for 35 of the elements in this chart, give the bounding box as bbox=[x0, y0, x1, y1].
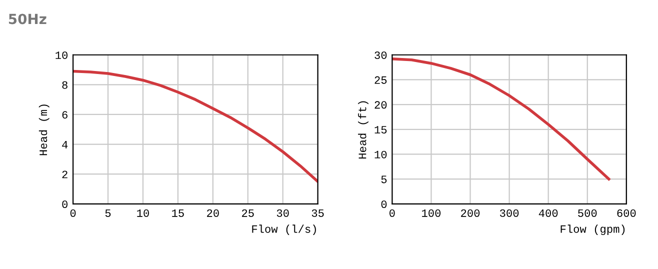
line-series bbox=[73, 70, 318, 183]
y-axis-title: Head (m) bbox=[38, 104, 50, 156]
x-axis-title: Flow (l/s) bbox=[252, 224, 316, 236]
x-tick-label: 0 bbox=[70, 209, 76, 217]
y-tick-label: 4 bbox=[62, 141, 68, 148]
x-tick-label: 500 bbox=[578, 209, 597, 217]
x-tick-label: 5 bbox=[105, 209, 111, 217]
y-tick-label: 15 bbox=[374, 126, 387, 134]
x-tick-label: 15 bbox=[172, 209, 184, 217]
y-tick-label: 6 bbox=[62, 111, 68, 119]
y-tick-label: 0 bbox=[62, 200, 68, 208]
x-tick-label: 200 bbox=[461, 209, 480, 217]
chart-title: 50Hz bbox=[8, 14, 46, 24]
x-tick-label: 10 bbox=[137, 209, 149, 217]
y-tick-label: 10 bbox=[56, 51, 68, 60]
x-tick-label: 30 bbox=[276, 209, 289, 217]
x-tick-label: 35 bbox=[312, 209, 324, 217]
y-tick-label: 2 bbox=[62, 170, 68, 178]
x-tick-label: 20 bbox=[207, 209, 219, 217]
y-tick-label: 10 bbox=[374, 150, 387, 158]
x-axis-title: Flow (gpm) bbox=[560, 224, 625, 236]
y-tick-label: 20 bbox=[374, 101, 387, 109]
y-tick-label: 8 bbox=[62, 81, 68, 89]
x-tick-label: 300 bbox=[500, 209, 519, 217]
y-tick-label: 25 bbox=[374, 76, 387, 84]
y-tick-label: 5 bbox=[381, 176, 387, 184]
x-tick-label: 0 bbox=[390, 209, 395, 217]
y-tick-label: 30 bbox=[374, 51, 387, 60]
x-tick-label: 25 bbox=[242, 209, 254, 217]
x-tick-label: 400 bbox=[538, 209, 558, 217]
line-series bbox=[392, 57, 610, 180]
y-tick-label: 0 bbox=[381, 200, 387, 208]
y-axis-title: Head (ft) bbox=[358, 101, 368, 159]
x-tick-label: 100 bbox=[422, 209, 441, 217]
x-tick-label: 600 bbox=[617, 209, 636, 217]
